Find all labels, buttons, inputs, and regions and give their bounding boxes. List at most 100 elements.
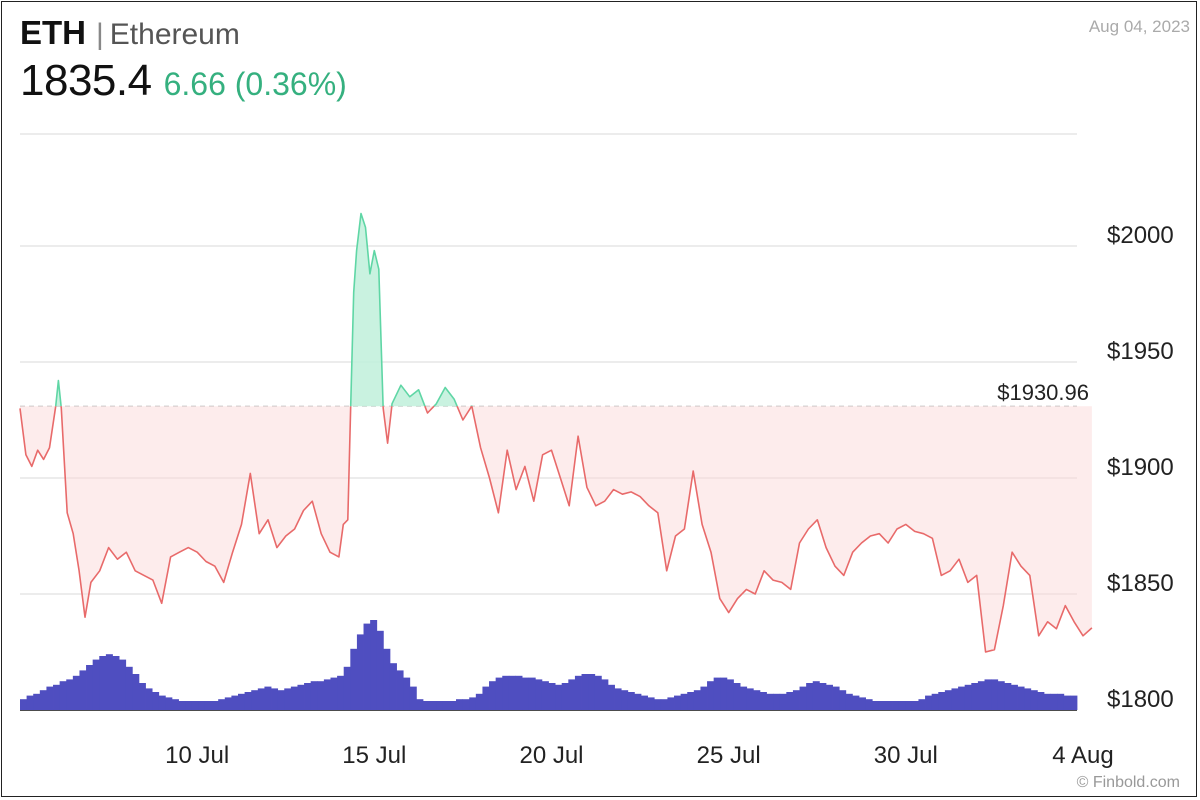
volume-bar [779, 693, 787, 710]
volume-bar [1030, 690, 1038, 710]
volume-bar [456, 699, 464, 710]
volume-bar [607, 684, 615, 710]
volume-bar [462, 699, 470, 710]
volume-bar [713, 677, 721, 710]
volume-bar [766, 693, 774, 710]
price-line-down [424, 405, 435, 414]
volume-bar [594, 675, 602, 710]
volume-bar [892, 701, 900, 710]
volume-bar [627, 692, 635, 710]
volume-bar [561, 683, 569, 710]
volume-bar [383, 648, 391, 710]
volume-bar [911, 701, 919, 710]
volume-bar [26, 695, 34, 710]
price-line-down [471, 406, 1093, 653]
x-tick-label: 30 Jul [874, 742, 938, 769]
volume-bar [872, 701, 880, 710]
volume-bar [885, 701, 893, 710]
symbol-row: ETH | Ethereum [20, 14, 347, 52]
volume-bar [264, 686, 272, 710]
volume-bar [812, 681, 820, 710]
volume-bar [707, 681, 715, 710]
volume-bar [449, 701, 457, 710]
volume-bar [852, 695, 860, 710]
volume-bar [693, 690, 701, 710]
volume-bar [119, 659, 127, 710]
volume-bar [396, 670, 404, 710]
up-area [434, 387, 458, 407]
volume-bar [403, 677, 411, 710]
volume-bar [726, 679, 734, 710]
volume-bar [429, 701, 437, 710]
volume-bar [33, 693, 41, 710]
volume-bar [469, 697, 477, 710]
price-line-down [19, 406, 57, 468]
volume-bar [621, 690, 629, 710]
volume-bar [1063, 695, 1071, 710]
x-tick-label: 4 Aug [1052, 742, 1113, 769]
volume-bar [654, 699, 662, 710]
volume-bar [1043, 693, 1051, 710]
volume-bar [125, 666, 133, 710]
volume-bar [687, 692, 695, 710]
volume-bar [568, 679, 576, 710]
volume-bar [178, 701, 186, 710]
price-areas [20, 213, 1092, 652]
volume-bar [740, 686, 748, 710]
volume-bar [409, 686, 417, 710]
volume-bar [806, 683, 814, 710]
volume-bar [773, 693, 781, 710]
y-tick-label: $1800 [1107, 686, 1174, 713]
chart-header: ETH | Ethereum 1835.4 6.66 (0.36%) [20, 14, 347, 106]
volume-bar [792, 690, 800, 710]
volume-bar [786, 692, 794, 710]
volume-bar [720, 677, 728, 710]
down-area [383, 406, 392, 444]
volume-bar [277, 690, 285, 710]
volume-bar [495, 677, 503, 710]
volume-bar [601, 679, 609, 710]
volume-bar [422, 701, 430, 710]
volume-bar [819, 683, 827, 710]
volume-bar [858, 697, 866, 710]
volume-bar [482, 686, 490, 710]
volume-bar [925, 695, 933, 710]
volume-bar [997, 681, 1005, 710]
volume-bar [1004, 683, 1012, 710]
volume-bar [376, 630, 384, 710]
volume-bar [548, 683, 556, 710]
volume-bar [1010, 684, 1018, 710]
volume-bar [1017, 686, 1025, 710]
volume-bar [165, 697, 173, 710]
volume-bar [984, 679, 992, 710]
volume-bar [145, 688, 153, 710]
volume-bar [515, 675, 523, 710]
volume-bar [317, 681, 325, 710]
y-tick-label: $2000 [1107, 222, 1174, 249]
volume-bar [865, 699, 873, 710]
volume-bar [733, 683, 741, 710]
volume-bar [898, 701, 906, 710]
up-area [350, 213, 384, 407]
price-line-up [391, 384, 426, 407]
volume-bar [958, 686, 966, 710]
volume-bar [991, 679, 999, 710]
volume-bar [700, 686, 708, 710]
x-tick-label: 15 Jul [342, 742, 406, 769]
price-line-down [382, 406, 393, 444]
volume-bar [204, 701, 212, 710]
volume-bar [363, 623, 371, 710]
price-row: 1835.4 6.66 (0.36%) [20, 56, 347, 106]
x-tick-label: 10 Jul [165, 742, 229, 769]
volume-bar [46, 686, 54, 710]
volume-bar [1024, 688, 1032, 710]
volume-bar [931, 693, 939, 710]
volume-bar [218, 699, 226, 710]
volume-bar [284, 688, 292, 710]
volume-bar [79, 670, 87, 710]
volume-bar [680, 693, 688, 710]
volume-bar [1050, 693, 1058, 710]
volume-bar [588, 674, 596, 710]
volume-bar [938, 692, 946, 710]
